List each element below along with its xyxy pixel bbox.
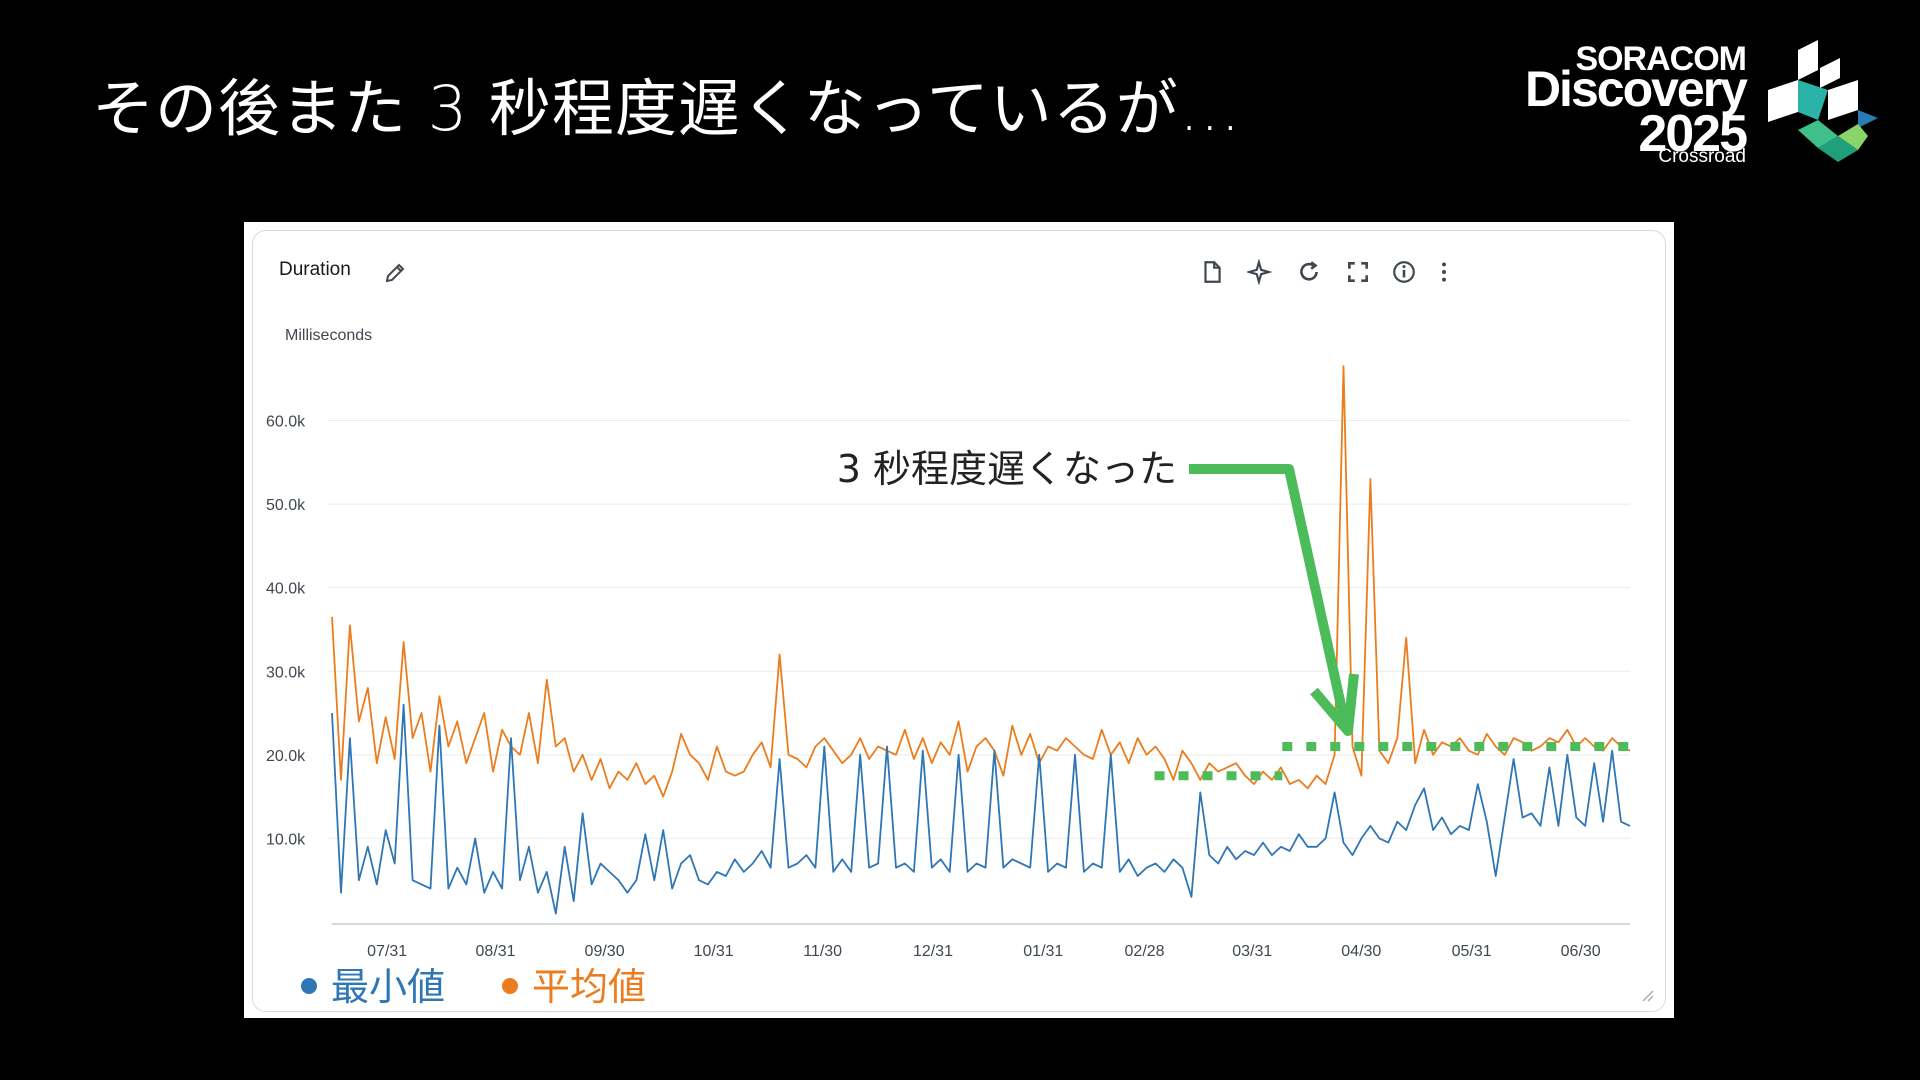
series-line-average xyxy=(331,365,1631,798)
refresh-icon[interactable] xyxy=(1296,259,1322,285)
series-lines xyxy=(331,365,1631,915)
annotation-overlay: 3 秒程度遅くなった xyxy=(837,447,1630,781)
info-icon[interactable] xyxy=(1391,259,1417,285)
axis-ticks: 10.0k 20.0k 30.0k 40.0k 50.0k 60.0k 07/31 08/31… xyxy=(266,414,1601,960)
x-tick-label: 12/31 xyxy=(913,943,953,960)
legend-label: 平均値 xyxy=(532,965,646,1009)
x-tick-label: 02/28 xyxy=(1125,943,1165,960)
x-tick-label: 06/30 xyxy=(1561,943,1601,960)
metric-widget: Duration Milliseconds xyxy=(252,230,1666,1012)
legend-swatch xyxy=(301,978,317,994)
y-tick-label: 10.0k xyxy=(266,831,306,848)
y-tick-label: 20.0k xyxy=(266,748,306,765)
x-tick-label: 05/31 xyxy=(1452,943,1492,960)
x-tick-label: 08/31 xyxy=(476,943,516,960)
x-tick-label: 04/30 xyxy=(1341,943,1381,960)
logo-mark-icon xyxy=(1768,40,1878,162)
series-line-minimum xyxy=(331,703,1631,915)
event-logo: SORACOM Discovery 2025 Crossroad xyxy=(1496,36,1896,172)
sparkle-icon[interactable] xyxy=(1247,259,1273,285)
screenshot-panel: Duration Milliseconds xyxy=(244,222,1674,1018)
legend-swatch xyxy=(502,978,518,994)
resize-handle[interactable] xyxy=(1639,987,1655,1003)
annotation-arrow xyxy=(1189,464,1349,721)
y-tick-label: 60.0k xyxy=(266,414,306,431)
logo-discovery: Discovery xyxy=(1524,61,1748,117)
y-axis-unit: Milliseconds xyxy=(285,327,373,344)
annotation-text: 3 秒程度遅くなった xyxy=(837,447,1177,491)
slide-title: その後また 3 秒程度遅くなっているが… xyxy=(92,72,1242,145)
x-tick-label: 11/30 xyxy=(803,943,842,960)
legend: 最小値 平均値 xyxy=(301,965,646,1009)
y-tick-label: 40.0k xyxy=(266,581,306,598)
logo-soracom: SORACOM xyxy=(1575,40,1747,78)
legend-label: 最小値 xyxy=(331,965,445,1009)
document-icon[interactable] xyxy=(1199,259,1225,285)
x-tick-label: 03/31 xyxy=(1232,943,1272,960)
logo-year: 2025 xyxy=(1638,105,1748,163)
more-icon[interactable] xyxy=(1431,259,1457,285)
y-tick-label: 30.0k xyxy=(266,664,306,681)
duration-chart: 3 秒程度遅くなった 10.0k 20.0k 30.0k 40.0k 50.0k 60.0… xyxy=(266,365,1631,1009)
fullscreen-icon[interactable] xyxy=(1345,259,1371,285)
annotation-arrowhead xyxy=(1310,673,1359,736)
x-tick-label: 09/30 xyxy=(585,943,625,960)
y-tick-label: 50.0k xyxy=(266,497,306,514)
x-tick-label: 07/31 xyxy=(367,943,407,960)
edit-icon[interactable] xyxy=(383,261,407,285)
x-tick-label: 10/31 xyxy=(694,943,734,960)
widget-title: Duration xyxy=(279,259,351,280)
gridlines xyxy=(328,420,1630,925)
logo-crossroad: Crossroad xyxy=(1658,146,1746,167)
x-tick-label: 01/31 xyxy=(1023,943,1063,960)
